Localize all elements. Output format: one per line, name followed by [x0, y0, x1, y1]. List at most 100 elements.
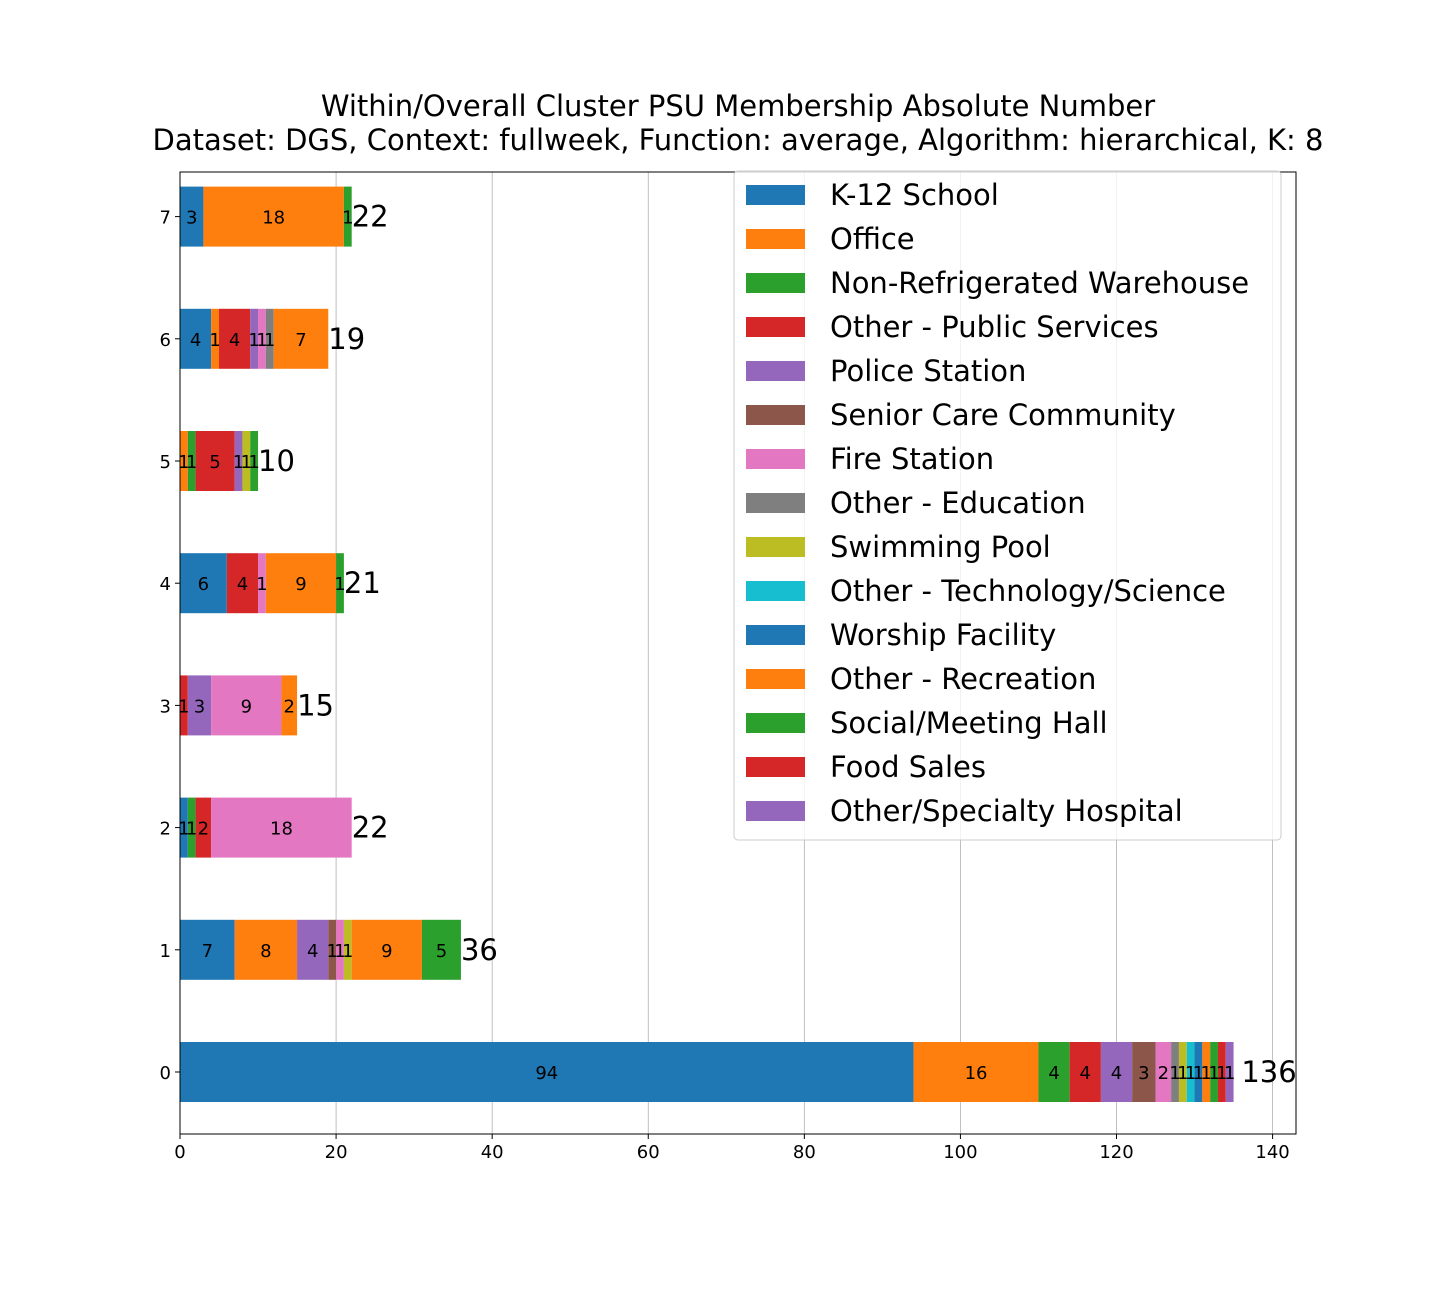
bar-segment: [1171, 1042, 1179, 1102]
segment-value-label: 1: [342, 208, 353, 229]
chart-title: Within/Overall Cluster PSU Membership Ab…: [321, 89, 1155, 123]
legend-swatch: [746, 185, 805, 205]
x-tick-label: 80: [793, 1142, 816, 1163]
segment-value-label: 1: [209, 330, 220, 351]
bar-segment: [1038, 1042, 1070, 1102]
bar-segment: [1186, 1042, 1195, 1102]
y-axis: 0 1 2 3 4 5 6 7: [160, 208, 180, 1084]
bar-segment: [1225, 1042, 1234, 1102]
segment-value-label: 1: [1201, 1063, 1212, 1084]
bar-segment: [180, 797, 188, 858]
bar-segment: [336, 919, 344, 980]
bar-segment: [180, 675, 188, 736]
segment-value-label: 1: [1224, 1063, 1235, 1084]
bar-segment: [1100, 1042, 1133, 1102]
bar-segment: [203, 186, 344, 247]
legend-swatch: [746, 449, 805, 469]
segment-value-label: 1: [241, 452, 252, 473]
bar-segment: [187, 431, 196, 491]
bar-segment: [343, 919, 352, 980]
legend-swatch: [746, 361, 805, 381]
legend-swatch: [746, 493, 805, 513]
bar-segment: [1194, 1042, 1203, 1102]
segment-value-label: 9: [295, 574, 306, 595]
segment-value-label: 1: [1208, 1063, 1219, 1084]
legend-label: Food Sales: [830, 750, 986, 784]
legend-label: Swimming Pool: [830, 530, 1051, 564]
segment-value-label: 1: [248, 452, 259, 473]
bar-segment: [1155, 1042, 1172, 1102]
segment-value-label: 7: [295, 330, 306, 351]
legend-swatch: [746, 625, 805, 645]
segment-value-label: 4: [1048, 1063, 1059, 1084]
segment-value-label: 1: [1177, 1063, 1188, 1084]
legend-label: Police Station: [830, 354, 1026, 388]
bar-segment: [1069, 1042, 1101, 1102]
segment-value-label: 1: [1216, 1063, 1227, 1084]
bar-segment: [250, 431, 259, 491]
bar-segment: [250, 308, 259, 369]
legend-swatch: [746, 581, 805, 601]
segment-value-label: 2: [1158, 1063, 1169, 1084]
segment-value-label: 9: [241, 696, 252, 717]
bar-segment: [180, 553, 227, 614]
segment-value-label: 1: [186, 452, 197, 473]
segment-value-label: 2: [284, 696, 295, 717]
x-tick-label: 60: [637, 1142, 660, 1163]
legend-swatch: [746, 801, 805, 821]
legend-label: Worship Facility: [830, 618, 1056, 652]
bar-total-label: 15: [297, 688, 334, 722]
segment-value-label: 16: [965, 1063, 988, 1084]
legend-label: Social/Meeting Hall: [830, 706, 1108, 740]
segment-value-label: 1: [256, 574, 267, 595]
legend-label: Fire Station: [830, 442, 994, 476]
bar-segment: [913, 1042, 1039, 1102]
bar-total-label: 36: [461, 933, 498, 967]
segment-value-label: 1: [178, 819, 189, 840]
segment-value-label: 1: [1169, 1063, 1180, 1084]
segment-value-label: 3: [1138, 1063, 1149, 1084]
bar-segment: [343, 186, 352, 247]
segment-value-label: 4: [307, 941, 318, 962]
y-tick-label: 6: [160, 330, 171, 351]
segment-value-label: 6: [198, 574, 209, 595]
segment-value-label: 1: [178, 452, 189, 473]
legend-swatch: [746, 713, 805, 733]
legend-swatch: [746, 317, 805, 337]
bar-total-label: 22: [352, 811, 389, 845]
bar-segment: [187, 797, 196, 858]
bar-segment: [180, 919, 235, 980]
segment-value-label: 1: [233, 452, 244, 473]
legend-swatch: [746, 669, 805, 689]
bar-segment: [1210, 1042, 1218, 1102]
bar-segment: [234, 919, 298, 980]
bar-segment: [265, 553, 337, 614]
bar-segment: [187, 675, 212, 736]
bar-segment: [351, 919, 422, 980]
bar-segment: [1217, 1042, 1226, 1102]
bar-total-label: 22: [352, 200, 389, 234]
y-tick-label: 4: [160, 574, 171, 595]
legend-label: K-12 School: [830, 178, 999, 212]
bar-segment: [211, 797, 352, 858]
bar-total-label: 136: [1241, 1055, 1296, 1089]
bar-segment: [421, 919, 461, 980]
legend-label: Other - Technology/Science: [830, 574, 1226, 608]
y-tick-label: 7: [160, 208, 171, 229]
segment-value-label: 1: [1185, 1063, 1196, 1084]
bar-segment: [180, 186, 204, 247]
bar-segment: [219, 308, 251, 369]
bar-segment: [226, 553, 259, 614]
segment-value-label: 1: [178, 696, 189, 717]
x-tick-label: 0: [174, 1142, 185, 1163]
segment-value-label: 4: [190, 330, 201, 351]
segment-value-label: 3: [186, 208, 197, 229]
segment-value-label: 9: [381, 941, 392, 962]
segment-value-label: 1: [342, 941, 353, 962]
y-tick-label: 0: [160, 1063, 171, 1084]
legend-label: Senior Care Community: [830, 398, 1176, 432]
segment-value-label: 1: [256, 330, 267, 351]
